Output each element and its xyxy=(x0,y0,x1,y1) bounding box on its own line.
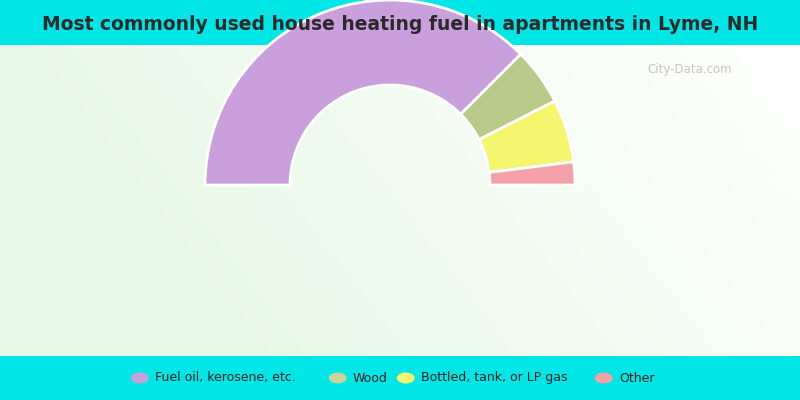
Ellipse shape xyxy=(397,372,414,384)
Text: Other: Other xyxy=(618,372,654,384)
Ellipse shape xyxy=(594,372,613,384)
Wedge shape xyxy=(490,162,575,185)
Ellipse shape xyxy=(329,372,346,384)
Text: Most commonly used house heating fuel in apartments in Lyme, NH: Most commonly used house heating fuel in… xyxy=(42,15,758,34)
Text: Bottled, tank, or LP gas: Bottled, tank, or LP gas xyxy=(421,372,567,384)
Text: Fuel oil, kerosene, etc.: Fuel oil, kerosene, etc. xyxy=(154,372,295,384)
Bar xyxy=(0,356,800,400)
Wedge shape xyxy=(461,54,555,140)
Text: City-Data.com: City-Data.com xyxy=(648,64,732,76)
Wedge shape xyxy=(479,101,574,172)
Text: Wood: Wood xyxy=(353,372,388,384)
Ellipse shape xyxy=(130,372,149,384)
Wedge shape xyxy=(205,0,521,185)
